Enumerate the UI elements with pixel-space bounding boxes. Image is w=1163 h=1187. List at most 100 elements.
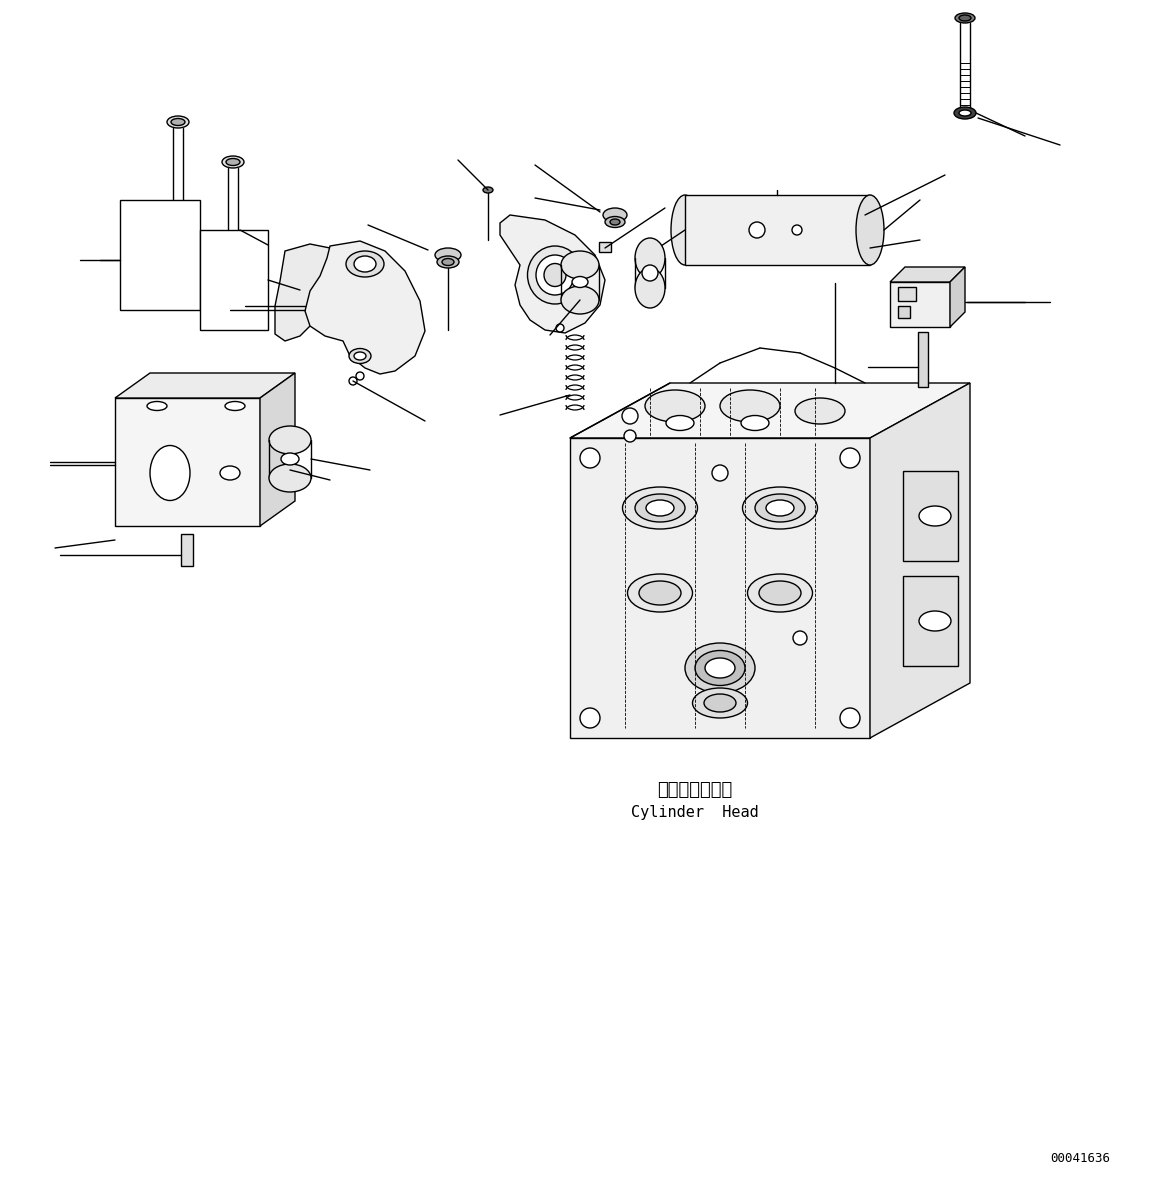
Ellipse shape: [635, 494, 685, 522]
Ellipse shape: [602, 208, 627, 222]
Ellipse shape: [224, 401, 245, 411]
Bar: [898, 287, 916, 301]
Ellipse shape: [572, 277, 588, 287]
Ellipse shape: [795, 398, 846, 424]
Ellipse shape: [561, 286, 599, 315]
Ellipse shape: [528, 246, 583, 304]
Ellipse shape: [720, 391, 780, 423]
Bar: [902, 576, 958, 666]
Ellipse shape: [167, 298, 188, 307]
Polygon shape: [500, 215, 605, 334]
Ellipse shape: [954, 107, 976, 119]
Bar: [685, 195, 870, 265]
Circle shape: [580, 707, 600, 728]
Ellipse shape: [226, 159, 240, 165]
Ellipse shape: [147, 401, 167, 411]
Ellipse shape: [561, 250, 599, 279]
Bar: [918, 332, 928, 387]
Ellipse shape: [919, 611, 951, 631]
Ellipse shape: [766, 500, 794, 516]
Ellipse shape: [220, 466, 240, 480]
Ellipse shape: [638, 580, 682, 605]
Ellipse shape: [628, 575, 692, 612]
Ellipse shape: [349, 349, 371, 363]
Bar: [599, 242, 611, 252]
Bar: [120, 199, 200, 310]
Circle shape: [793, 631, 807, 645]
Ellipse shape: [536, 255, 575, 296]
Bar: [200, 230, 267, 330]
Ellipse shape: [692, 688, 748, 718]
Ellipse shape: [695, 650, 745, 686]
Ellipse shape: [671, 195, 699, 265]
Ellipse shape: [959, 15, 971, 21]
Ellipse shape: [704, 694, 736, 712]
Ellipse shape: [150, 445, 190, 501]
Polygon shape: [870, 383, 970, 738]
Ellipse shape: [705, 658, 735, 678]
Circle shape: [356, 372, 364, 380]
Text: シリンダヘッド: シリンダヘッド: [657, 781, 733, 799]
Ellipse shape: [748, 575, 813, 612]
Circle shape: [580, 447, 600, 468]
Ellipse shape: [666, 415, 694, 431]
Polygon shape: [305, 241, 424, 374]
Ellipse shape: [435, 248, 461, 262]
Ellipse shape: [269, 464, 311, 491]
Polygon shape: [115, 373, 295, 398]
Ellipse shape: [919, 506, 951, 526]
Ellipse shape: [742, 487, 818, 529]
Polygon shape: [890, 267, 965, 283]
Polygon shape: [570, 383, 970, 438]
Ellipse shape: [347, 250, 384, 277]
Ellipse shape: [755, 494, 805, 522]
Ellipse shape: [269, 426, 311, 453]
Bar: [181, 534, 193, 566]
Circle shape: [556, 324, 564, 332]
Polygon shape: [274, 245, 350, 341]
Ellipse shape: [544, 264, 566, 286]
Circle shape: [625, 430, 636, 442]
Circle shape: [642, 265, 658, 281]
Ellipse shape: [483, 188, 493, 193]
Ellipse shape: [354, 256, 376, 272]
Circle shape: [749, 222, 765, 239]
Polygon shape: [570, 438, 870, 738]
Circle shape: [349, 377, 357, 385]
Ellipse shape: [955, 13, 975, 23]
Bar: [898, 306, 909, 318]
Polygon shape: [890, 283, 950, 326]
Ellipse shape: [622, 487, 698, 529]
Ellipse shape: [645, 391, 705, 423]
Ellipse shape: [171, 119, 185, 126]
Ellipse shape: [635, 239, 665, 278]
Ellipse shape: [173, 300, 183, 305]
Ellipse shape: [759, 580, 801, 605]
Ellipse shape: [605, 216, 625, 228]
Ellipse shape: [611, 218, 620, 226]
Circle shape: [840, 447, 859, 468]
Ellipse shape: [685, 643, 755, 693]
Polygon shape: [261, 373, 295, 526]
Ellipse shape: [354, 353, 366, 360]
Ellipse shape: [645, 500, 675, 516]
Ellipse shape: [167, 116, 190, 128]
Ellipse shape: [281, 453, 299, 465]
Bar: [902, 471, 958, 561]
Ellipse shape: [635, 268, 665, 307]
Text: 00041636: 00041636: [1050, 1151, 1110, 1164]
Ellipse shape: [223, 318, 243, 328]
Ellipse shape: [222, 155, 244, 169]
Circle shape: [840, 707, 859, 728]
Circle shape: [622, 408, 638, 424]
Ellipse shape: [856, 195, 884, 265]
Polygon shape: [115, 398, 261, 526]
Ellipse shape: [437, 256, 459, 268]
Ellipse shape: [959, 110, 971, 116]
Text: Cylinder  Head: Cylinder Head: [632, 805, 759, 819]
Ellipse shape: [741, 415, 769, 431]
Ellipse shape: [442, 259, 454, 266]
Polygon shape: [950, 267, 965, 326]
Ellipse shape: [228, 320, 238, 325]
Circle shape: [792, 226, 802, 235]
